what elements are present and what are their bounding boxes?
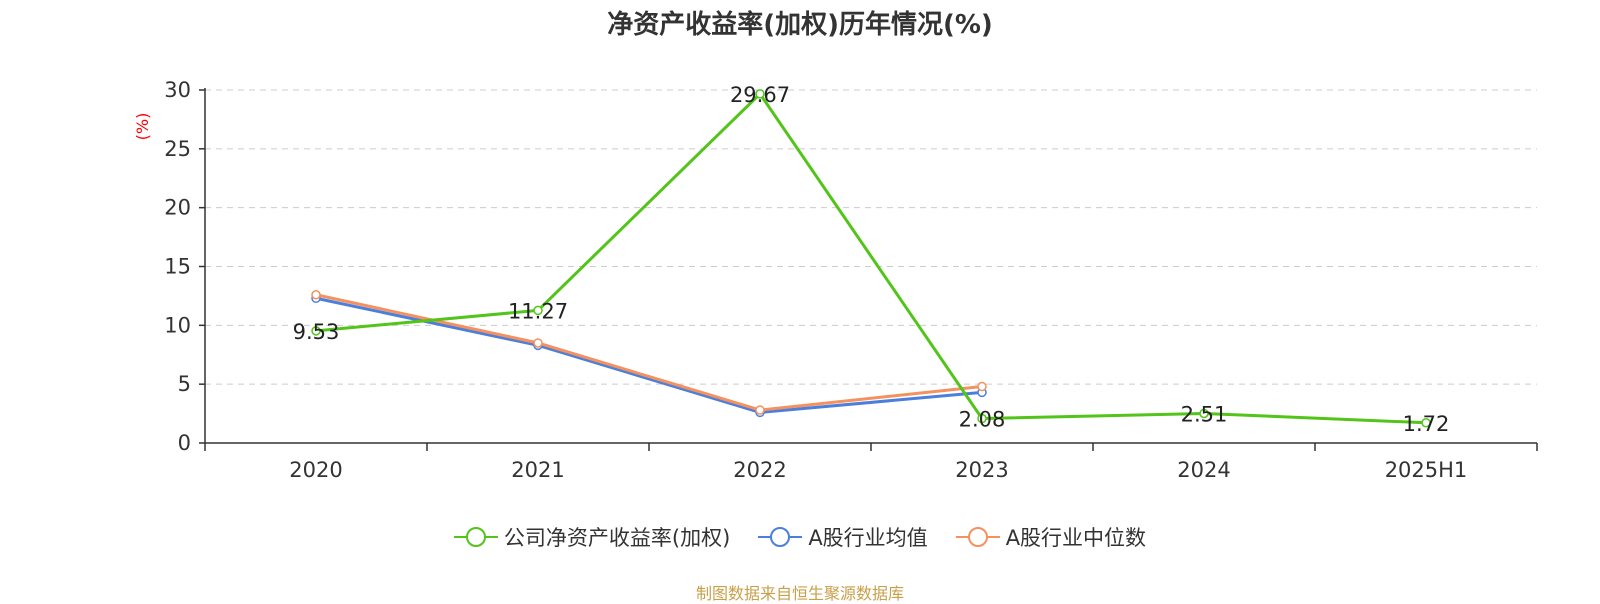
y-tick-label: 0 bbox=[178, 431, 191, 455]
data-label: 11.27 bbox=[508, 299, 568, 323]
data-point bbox=[1421, 418, 1431, 428]
y-tick-label: 5 bbox=[178, 372, 191, 396]
x-tick-label: 2022 bbox=[733, 458, 786, 482]
legend-label: A股行业中位数 bbox=[1005, 526, 1147, 550]
x-tick-label: 2023 bbox=[955, 458, 1008, 482]
legend-item[interactable]: A股行业中位数 bbox=[955, 522, 1147, 552]
series-line bbox=[315, 92, 1427, 425]
legend-label: A股行业均值 bbox=[808, 526, 928, 550]
data-point bbox=[311, 289, 321, 300]
x-tick-label: 2021 bbox=[511, 458, 564, 482]
legend-marker-icon bbox=[758, 527, 803, 547]
data-label: 2.51 bbox=[1181, 402, 1228, 426]
data-point bbox=[755, 89, 765, 99]
data-label: 2.08 bbox=[959, 408, 1006, 432]
legend-item[interactable]: A股行业均值 bbox=[758, 522, 928, 552]
data-point bbox=[977, 381, 987, 392]
y-axis-label: (%) bbox=[133, 113, 152, 141]
legend: 公司净资产收益率(加权) A股行业均值 A股行业中位数 bbox=[0, 522, 1600, 552]
x-tick-label: 2025H1 bbox=[1385, 458, 1468, 482]
data-label: 29.67 bbox=[730, 83, 790, 107]
legend-marker-icon bbox=[955, 527, 1000, 547]
source-note: 制图数据来自恒生聚源数据库 bbox=[695, 584, 904, 603]
data-point bbox=[977, 413, 987, 424]
y-tick-label: 20 bbox=[164, 196, 191, 220]
data-point bbox=[1199, 408, 1209, 419]
legend-marker-icon bbox=[453, 527, 498, 547]
legend-item[interactable]: 公司净资产收益率(加权) bbox=[453, 522, 731, 552]
y-tick-label: 15 bbox=[164, 255, 191, 279]
data-label: 1.72 bbox=[1403, 412, 1450, 436]
x-tick-label: 2024 bbox=[1177, 458, 1230, 482]
data-point bbox=[533, 338, 543, 348]
data-point bbox=[533, 305, 543, 316]
x-tick-label: 2020 bbox=[289, 458, 342, 482]
data-point bbox=[311, 326, 321, 336]
y-tick-label: 25 bbox=[164, 137, 191, 161]
legend-label: 公司净资产收益率(加权) bbox=[503, 526, 731, 550]
y-tick-label: 10 bbox=[164, 313, 191, 337]
series-line bbox=[315, 293, 983, 412]
data-label: 9.53 bbox=[293, 320, 340, 344]
y-tick-label: 30 bbox=[164, 78, 191, 102]
chart-title: 净资产收益率(加权)历年情况(%) bbox=[607, 10, 993, 40]
data-point bbox=[755, 405, 765, 415]
line-chart: 0 5 10 15 20 25 30 (%) 2020 2021 2022 2023 2024 2025H… bbox=[133, 78, 1538, 482]
